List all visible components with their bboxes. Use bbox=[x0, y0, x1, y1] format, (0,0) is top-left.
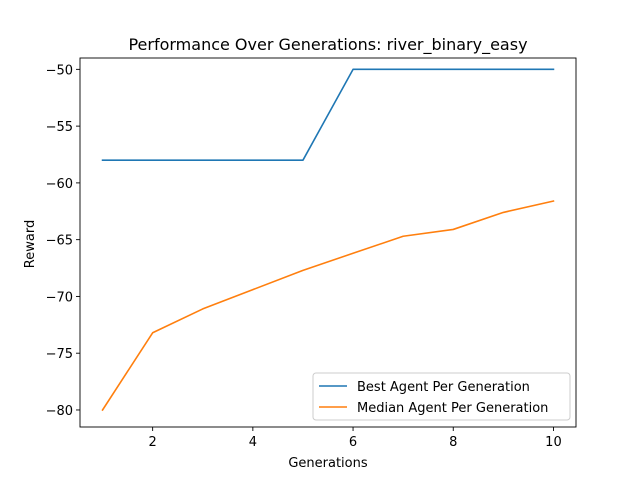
legend-box bbox=[312, 372, 571, 421]
x-tick-label: 10 bbox=[545, 435, 562, 450]
legend-label-1: Best Agent Per Generation bbox=[357, 380, 530, 395]
y-tick-label: −50 bbox=[46, 63, 73, 78]
y-axis-label: Reward bbox=[23, 220, 38, 268]
x-tick-label: 8 bbox=[449, 435, 457, 450]
x-tick-label: 6 bbox=[349, 435, 357, 450]
plot-area: 2 4 6 8 10 −80 −75 −70 −65 −60 −55 −50 bbox=[46, 57, 577, 450]
series-line-2 bbox=[101, 200, 555, 412]
y-tick-label: −55 bbox=[46, 120, 73, 135]
axes-frame bbox=[79, 57, 577, 428]
legend-label-2: Median Agent Per Generation bbox=[357, 401, 548, 416]
y-tick-label: −60 bbox=[46, 177, 73, 192]
y-tick-label: −65 bbox=[46, 234, 73, 249]
y-tick-label: −80 bbox=[46, 404, 73, 419]
series-line-1 bbox=[101, 68, 555, 161]
x-tick-label: 4 bbox=[249, 435, 257, 450]
legend: Best Agent Per Generation Median Agent Pe… bbox=[312, 372, 571, 421]
chart-title: Performance Over Generations: river_bina… bbox=[128, 35, 527, 55]
y-tick-label: −70 bbox=[46, 290, 73, 305]
x-tick-label: 2 bbox=[149, 435, 157, 450]
x-axis-label: Generations bbox=[288, 456, 368, 471]
y-tick-label: −75 bbox=[46, 347, 73, 362]
